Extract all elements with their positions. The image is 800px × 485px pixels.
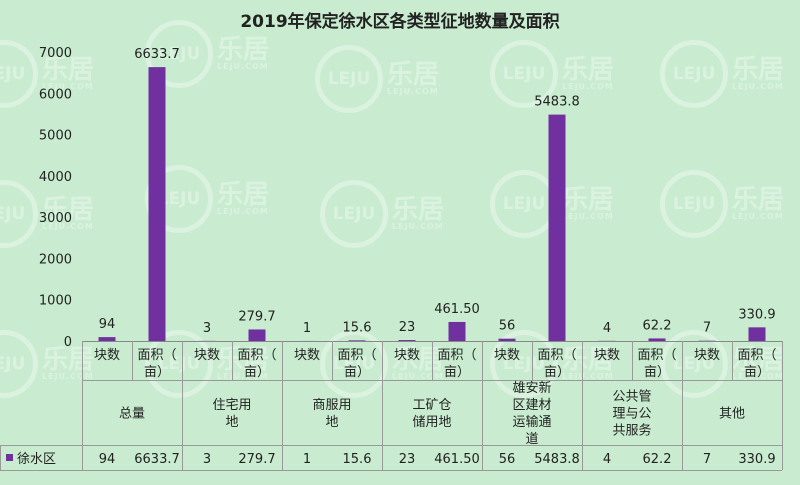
bar xyxy=(498,338,516,341)
group-label: 其他 xyxy=(719,407,745,422)
group-label: 雄安新 xyxy=(512,380,551,396)
y-tick-label: 7000 xyxy=(39,46,72,61)
y-tick-label: 3000 xyxy=(39,211,72,226)
subcategory-label: 面积（ xyxy=(237,348,276,363)
group-label: 公共管 xyxy=(612,390,651,405)
subcategory-label: 亩） xyxy=(744,364,770,380)
bar xyxy=(748,327,766,341)
y-tick-label: 2000 xyxy=(39,252,72,267)
group-label: 储用地 xyxy=(412,415,451,430)
subcategory-label: 面积（ xyxy=(437,348,476,363)
subcategory-label: 块数 xyxy=(294,348,320,363)
subcategory-label: 面积（ xyxy=(337,348,376,363)
bar xyxy=(248,329,266,341)
table-cell-value: 94 xyxy=(99,452,116,467)
table-cell-value: 7 xyxy=(703,452,711,467)
bar-value-label: 23 xyxy=(399,320,416,335)
table-cell-value: 330.9 xyxy=(738,452,775,467)
group-label: 住宅用 xyxy=(212,398,251,413)
table-cell-value: 279.7 xyxy=(238,452,275,467)
y-tick-label: 4000 xyxy=(39,170,72,185)
bar xyxy=(98,337,116,341)
group-label: 地 xyxy=(325,415,338,430)
subcategory-label: 块数 xyxy=(594,348,620,363)
bar xyxy=(148,67,166,341)
table-cell-value: 6633.7 xyxy=(134,452,180,467)
bar-value-label: 7 xyxy=(703,321,711,336)
table-cell-value: 62.2 xyxy=(643,452,672,467)
y-tick-label: 0 xyxy=(64,335,72,350)
bar xyxy=(348,340,366,342)
bar-value-label: 279.7 xyxy=(238,309,275,324)
table-cell-value: 3 xyxy=(203,452,211,467)
subcategory-label: 亩） xyxy=(144,364,170,380)
table-cell-value: 23 xyxy=(399,452,416,467)
table-cell-value: 461.50 xyxy=(434,452,480,467)
subcategory-label: 面积（ xyxy=(637,348,676,363)
group-label: 总量 xyxy=(119,407,145,422)
group-label: 运输通 xyxy=(512,414,551,430)
table-cell-value: 5483.8 xyxy=(534,452,580,467)
subcategory-label: 亩） xyxy=(344,364,370,380)
subcategory-label: 面积（ xyxy=(737,348,776,363)
bar-value-label: 461.50 xyxy=(434,302,480,317)
table-cell-value: 56 xyxy=(499,452,516,467)
bar-value-label: 62.2 xyxy=(643,318,672,333)
group-label: 地 xyxy=(225,415,238,430)
legend-swatch xyxy=(6,454,13,461)
table-cell-value: 1 xyxy=(303,452,311,467)
bar-value-label: 3 xyxy=(203,321,211,336)
group-label: 共服务 xyxy=(612,423,651,439)
y-tick-label: 5000 xyxy=(39,129,72,144)
subcategory-label: 亩） xyxy=(444,364,470,380)
bar-value-label: 6633.7 xyxy=(134,47,180,62)
bar-value-label: 56 xyxy=(499,319,516,334)
subcategory-label: 块数 xyxy=(94,348,120,363)
subcategory-label: 亩） xyxy=(644,364,670,380)
legend-series-name: 徐水区 xyxy=(17,452,56,467)
bar xyxy=(448,321,466,341)
y-tick-label: 6000 xyxy=(39,87,72,102)
subcategory-label: 块数 xyxy=(394,348,420,363)
group-label: 道 xyxy=(525,432,538,447)
chart-title: 2019年保定徐水区各类型征地数量及面积 xyxy=(240,11,559,32)
bar-value-label: 4 xyxy=(603,321,611,336)
table-cell-value: 4 xyxy=(603,452,611,467)
bar-value-label: 94 xyxy=(99,317,116,332)
bar xyxy=(548,114,566,341)
bar xyxy=(648,338,666,341)
subcategory-label: 块数 xyxy=(194,348,220,363)
subcategory-label: 块数 xyxy=(494,348,520,363)
subcategory-label: 亩） xyxy=(544,364,570,380)
y-tick-label: 1000 xyxy=(39,294,72,309)
subcategory-label: 亩） xyxy=(244,364,270,380)
bar-value-label: 330.9 xyxy=(738,307,775,322)
table-cell-value: 15.6 xyxy=(343,452,372,467)
bar-value-label: 1 xyxy=(303,321,311,336)
bar xyxy=(398,340,416,341)
subcategory-label: 面积（ xyxy=(137,348,176,363)
bar-value-label: 5483.8 xyxy=(534,95,580,110)
group-label: 工矿仓 xyxy=(412,398,451,413)
subcategory-label: 块数 xyxy=(694,348,720,363)
group-label: 区建材 xyxy=(512,398,551,413)
subcategory-label: 面积（ xyxy=(537,348,576,363)
group-label: 理与公 xyxy=(612,407,651,422)
group-label: 商服用 xyxy=(312,398,351,413)
bar-value-label: 15.6 xyxy=(343,320,372,335)
